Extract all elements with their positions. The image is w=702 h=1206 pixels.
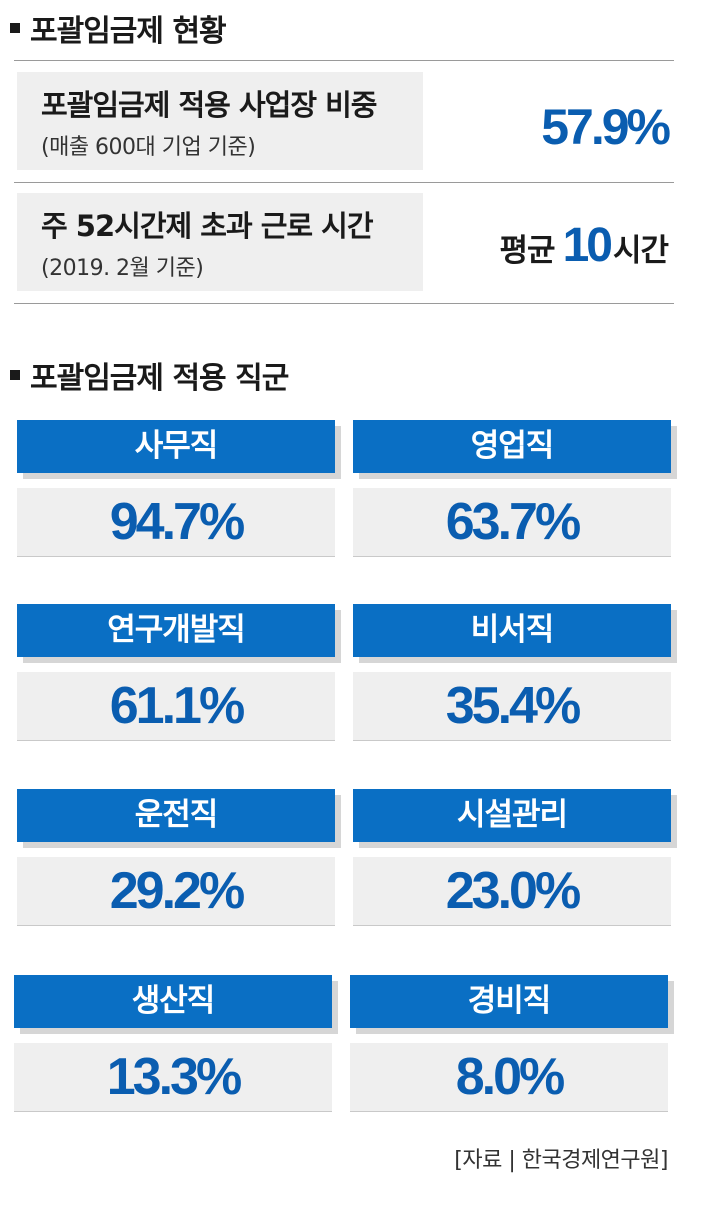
job-card-title: 사무직 bbox=[17, 420, 335, 473]
job-card-title: 영업직 bbox=[353, 420, 671, 473]
section-title-text: 포괄임금제 현황 bbox=[30, 14, 227, 49]
divider bbox=[14, 303, 674, 304]
job-card-value: 23.0% bbox=[353, 857, 671, 926]
job-card-title: 시설관리 bbox=[353, 789, 671, 842]
job-card-title: 운전직 bbox=[17, 789, 335, 842]
job-card-title: 경비직 bbox=[350, 975, 668, 1028]
job-card-title: 생산직 bbox=[14, 975, 332, 1028]
job-card-value: 13.3% bbox=[14, 1043, 332, 1112]
job-card-value: 8.0% bbox=[350, 1043, 668, 1112]
job-card: 연구개발직 61.1% bbox=[17, 604, 335, 741]
divider bbox=[14, 182, 674, 183]
job-card: 비서직 35.4% bbox=[353, 604, 671, 741]
job-card: 운전직 29.2% bbox=[17, 789, 335, 926]
job-card-value: 35.4% bbox=[353, 672, 671, 741]
job-card: 영업직 63.7% bbox=[353, 420, 671, 557]
square-bullet-icon bbox=[10, 23, 20, 33]
stat-sub-label: (2019. 2월 기준) bbox=[41, 256, 204, 281]
square-bullet-icon bbox=[10, 370, 20, 380]
job-card: 경비직 8.0% bbox=[350, 975, 668, 1112]
job-card: 사무직 94.7% bbox=[17, 420, 335, 557]
job-card-value: 63.7% bbox=[353, 488, 671, 557]
job-card: 생산직 13.3% bbox=[14, 975, 332, 1112]
value-number: 10 bbox=[562, 219, 613, 272]
value-prefix: 평균 bbox=[499, 233, 556, 269]
stat-value-overtime: 평균 10 시간 bbox=[499, 218, 669, 273]
job-card-value: 29.2% bbox=[17, 857, 335, 926]
section-title-jobs: 포괄임금제 적용 직군 bbox=[10, 353, 289, 397]
job-card-title: 비서직 bbox=[353, 604, 671, 657]
stat-value-ratio: 57.9% bbox=[541, 99, 671, 155]
section-title-text: 포괄임금제 적용 직군 bbox=[30, 361, 289, 396]
divider bbox=[14, 60, 674, 61]
section-title-status: 포괄임금제 현황 bbox=[10, 6, 227, 50]
stat-sub-label: (매출 600대 기업 기준) bbox=[41, 135, 256, 160]
job-card-value: 61.1% bbox=[17, 672, 335, 741]
stat-box-overtime: 주 52시간제 초과 근로 시간 (2019. 2월 기준) bbox=[17, 193, 423, 291]
stat-box-ratio: 포괄임금제 적용 사업장 비중 (매출 600대 기업 기준) bbox=[17, 72, 423, 170]
value-suffix: 시간 bbox=[612, 233, 669, 269]
job-card-value: 94.7% bbox=[17, 488, 335, 557]
source-credit: [자료 | 한국경제연구원] bbox=[454, 1148, 668, 1173]
job-card: 시설관리 23.0% bbox=[353, 789, 671, 926]
stat-label: 주 52시간제 초과 근로 시간 bbox=[41, 209, 374, 243]
job-card-title: 연구개발직 bbox=[17, 604, 335, 657]
stat-label: 포괄임금제 적용 사업장 비중 bbox=[41, 88, 377, 122]
